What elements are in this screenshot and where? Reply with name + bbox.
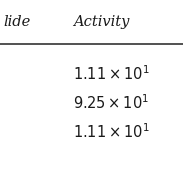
Text: $1.11 \times 10^{1}$: $1.11 \times 10^{1}$ bbox=[73, 122, 150, 141]
Text: lide: lide bbox=[4, 15, 31, 29]
Text: $9.25 \times 10^{1}$: $9.25 \times 10^{1}$ bbox=[73, 93, 149, 112]
Text: Activity: Activity bbox=[73, 15, 130, 29]
Text: $1.11 \times 10^{1}$: $1.11 \times 10^{1}$ bbox=[73, 64, 150, 83]
